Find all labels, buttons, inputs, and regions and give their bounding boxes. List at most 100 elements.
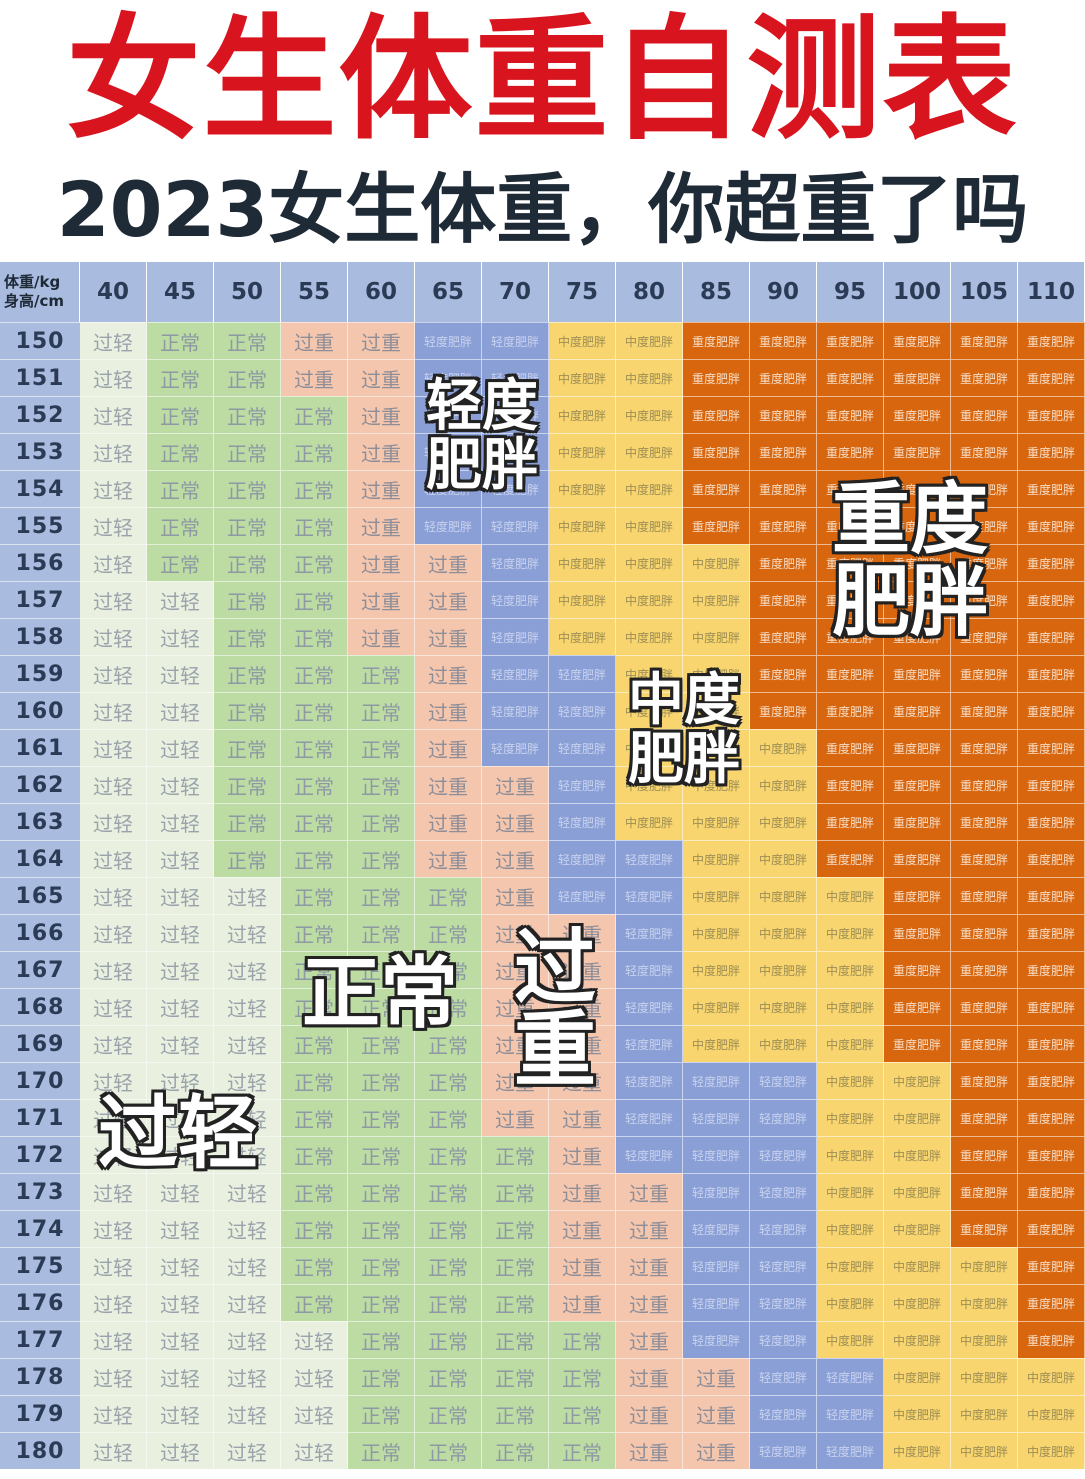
table-cell: 中度肥胖 — [616, 470, 683, 507]
table-cell: 重度肥胖 — [1018, 1173, 1085, 1210]
table-cell: 过轻 — [214, 1099, 281, 1136]
table-cell: 重度肥胖 — [884, 655, 951, 692]
table-cell: 正常 — [348, 803, 415, 840]
page-subtitle: 2023女生体重，你超重了吗 — [56, 165, 1029, 254]
height-row-header: 171 — [0, 1099, 80, 1136]
table-cell: 轻度肥胖 — [683, 1321, 750, 1358]
table-cell: 中度肥胖 — [683, 803, 750, 840]
table-cell: 过重 — [549, 1247, 616, 1284]
table-cell: 重度肥胖 — [951, 618, 1018, 655]
height-row-header: 177 — [0, 1321, 80, 1358]
table-cell: 正常 — [415, 1284, 482, 1321]
table-cell: 轻度肥胖 — [750, 1395, 817, 1432]
weight-header: 70 — [482, 262, 549, 322]
table-cell: 轻度肥胖 — [683, 1062, 750, 1099]
table-cell: 正常 — [482, 1247, 549, 1284]
table-cell: 中度肥胖 — [817, 1247, 884, 1284]
table-cell: 过重 — [281, 359, 348, 396]
table-cell: 过重 — [616, 1247, 683, 1284]
table-cell: 过轻 — [80, 803, 147, 840]
table-cell: 过轻 — [80, 581, 147, 618]
table-cell: 轻度肥胖 — [482, 544, 549, 581]
table-cell: 过轻 — [147, 1173, 214, 1210]
weight-header: 60 — [348, 262, 415, 322]
table-cell: 重度肥胖 — [1018, 655, 1085, 692]
height-row-header: 169 — [0, 1025, 80, 1062]
table-cell: 过重 — [549, 951, 616, 988]
table-cell: 轻度肥胖 — [482, 507, 549, 544]
table-cell: 过轻 — [80, 618, 147, 655]
table-cell: 中度肥胖 — [884, 1173, 951, 1210]
table-cell: 中度肥胖 — [616, 544, 683, 581]
table-cell: 正常 — [147, 470, 214, 507]
weight-header: 65 — [415, 262, 482, 322]
table-cell: 正常 — [348, 692, 415, 729]
table-cell: 过重 — [482, 766, 549, 803]
table-cell: 重度肥胖 — [817, 692, 884, 729]
table-cell: 重度肥胖 — [884, 766, 951, 803]
table-cell: 轻度肥胖 — [616, 877, 683, 914]
table-cell: 重度肥胖 — [817, 618, 884, 655]
table-cell: 轻度肥胖 — [683, 1099, 750, 1136]
table-cell: 中度肥胖 — [549, 433, 616, 470]
table-cell: 中度肥胖 — [549, 507, 616, 544]
table-cell: 正常 — [348, 988, 415, 1025]
table-cell: 正常 — [482, 1136, 549, 1173]
table-cell: 正常 — [281, 507, 348, 544]
table-cell: 过重 — [616, 1432, 683, 1469]
table-cell: 正常 — [415, 1395, 482, 1432]
table-cell: 过轻 — [80, 322, 147, 359]
table-cell: 过重 — [415, 692, 482, 729]
table-cell: 中度肥胖 — [683, 988, 750, 1025]
table-cell: 重度肥胖 — [951, 470, 1018, 507]
table-cell: 中度肥胖 — [884, 1358, 951, 1395]
page-title: 女生体重自测表 — [66, 2, 1019, 158]
table-cell: 轻度肥胖 — [616, 1136, 683, 1173]
table-cell: 重度肥胖 — [1018, 433, 1085, 470]
table-cell: 重度肥胖 — [951, 396, 1018, 433]
table-cell: 过轻 — [147, 951, 214, 988]
table-cell: 过轻 — [214, 1432, 281, 1469]
height-row-header: 178 — [0, 1358, 80, 1395]
table-cell: 中度肥胖 — [683, 618, 750, 655]
table-cell: 重度肥胖 — [1018, 1136, 1085, 1173]
table-cell: 轻度肥胖 — [750, 1432, 817, 1469]
table-cell: 轻度肥胖 — [616, 1099, 683, 1136]
table-cell: 过轻 — [147, 1099, 214, 1136]
table-cell: 中度肥胖 — [549, 618, 616, 655]
table-cell: 过轻 — [80, 1062, 147, 1099]
table-cell: 过轻 — [214, 1062, 281, 1099]
table-cell: 轻度肥胖 — [482, 433, 549, 470]
table-cell: 正常 — [214, 655, 281, 692]
table-cell: 正常 — [214, 507, 281, 544]
table-cell: 正常 — [281, 618, 348, 655]
table-cell: 轻度肥胖 — [549, 840, 616, 877]
weight-header: 50 — [214, 262, 281, 322]
table-cell: 过轻 — [80, 1210, 147, 1247]
height-row-header: 151 — [0, 359, 80, 396]
table-cell: 过轻 — [147, 1025, 214, 1062]
table-cell: 过重 — [482, 877, 549, 914]
table-cell: 重度肥胖 — [884, 803, 951, 840]
table-cell: 正常 — [348, 1432, 415, 1469]
table-cell: 中度肥胖 — [750, 1025, 817, 1062]
table-cell: 过轻 — [80, 840, 147, 877]
table-cell: 重度肥胖 — [817, 396, 884, 433]
table-cell: 轻度肥胖 — [750, 1136, 817, 1173]
table-cell: 过重 — [616, 1395, 683, 1432]
table-cell: 过轻 — [281, 1432, 348, 1469]
table-cell: 中度肥胖 — [817, 1136, 884, 1173]
table-cell: 过轻 — [80, 1358, 147, 1395]
table-cell: 重度肥胖 — [1018, 581, 1085, 618]
table-cell: 重度肥胖 — [1018, 470, 1085, 507]
table-cell: 中度肥胖 — [549, 544, 616, 581]
table-cell: 重度肥胖 — [1018, 396, 1085, 433]
table-cell: 过重 — [348, 433, 415, 470]
table-cell: 中度肥胖 — [683, 951, 750, 988]
table-cell: 重度肥胖 — [817, 655, 884, 692]
table-cell: 轻度肥胖 — [415, 396, 482, 433]
table-cell: 重度肥胖 — [951, 544, 1018, 581]
table-cell: 中度肥胖 — [951, 1395, 1018, 1432]
weight-header: 85 — [683, 262, 750, 322]
table-cell: 重度肥胖 — [1018, 1099, 1085, 1136]
